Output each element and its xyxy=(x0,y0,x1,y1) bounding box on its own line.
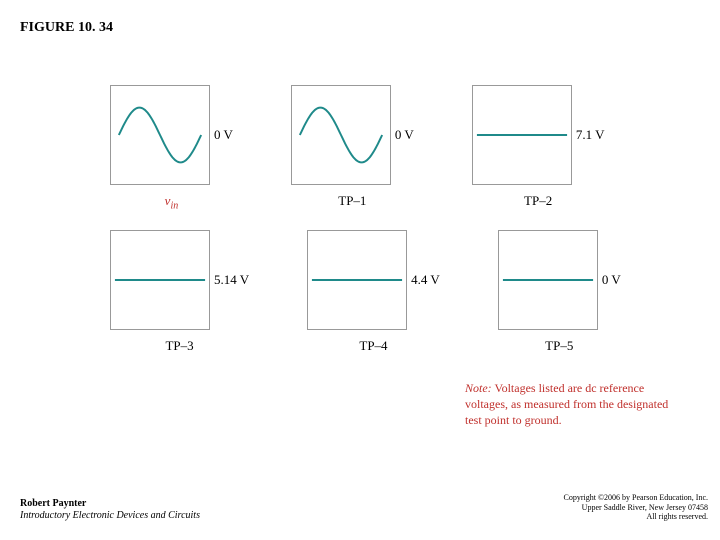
caption-vin: vin xyxy=(165,193,179,212)
voltage-label-tp1: 0 V xyxy=(395,127,414,143)
scope-box-tp1 xyxy=(291,85,391,185)
voltage-label-tp4: 4.4 V xyxy=(411,272,440,288)
scope-box-tp3 xyxy=(110,230,210,330)
scope-box-tp4 xyxy=(307,230,407,330)
caption-tp5: TP–5 xyxy=(545,338,573,354)
scope-wrap-tp3: 5.14 V xyxy=(110,230,249,330)
note-block: Note: Voltages listed are dc reference v… xyxy=(465,380,685,429)
caption-tp1: TP–1 xyxy=(338,193,366,209)
scope-box-tp5 xyxy=(498,230,598,330)
footer-book: Introductory Electronic Devices and Circ… xyxy=(20,510,200,522)
footer-left: Robert Paynter Introductory Electronic D… xyxy=(20,498,200,522)
caption-tp4: TP–4 xyxy=(359,338,387,354)
waveform-tp1 xyxy=(300,108,382,163)
panel-tp5: 0 V TP–5 xyxy=(498,230,621,354)
footer-author: Robert Paynter xyxy=(20,498,200,510)
panel-row-0: 0 V vin 0 V TP–1 7.1 V TP–2 xyxy=(110,85,670,212)
caption-tp3: TP–3 xyxy=(165,338,193,354)
footer-right: Copyright ©2006 by Pearson Education, In… xyxy=(564,493,709,522)
panel-grid: 0 V vin 0 V TP–1 7.1 V TP–2 5.14 V TP–3 4.4 V TP… xyxy=(110,85,670,372)
waveform-vin xyxy=(119,108,201,163)
footer-copyright: Copyright ©2006 by Pearson Education, In… xyxy=(564,493,709,503)
panel-row-1: 5.14 V TP–3 4.4 V TP–4 0 V TP–5 xyxy=(110,230,670,354)
scope-box-vin xyxy=(110,85,210,185)
footer-address: Upper Saddle River, New Jersey 07458 xyxy=(564,503,709,513)
scope-box-tp2 xyxy=(472,85,572,185)
scope-wrap-vin: 0 V xyxy=(110,85,233,185)
voltage-label-tp5: 0 V xyxy=(602,272,621,288)
figure-title: FIGURE 10. 34 xyxy=(20,20,113,36)
voltage-label-tp2: 7.1 V xyxy=(576,127,605,143)
scope-wrap-tp4: 4.4 V xyxy=(307,230,440,330)
panel-tp1: 0 V TP–1 xyxy=(291,85,414,212)
footer-rights: All rights reserved. xyxy=(564,512,709,522)
scope-wrap-tp2: 7.1 V xyxy=(472,85,605,185)
scope-wrap-tp5: 0 V xyxy=(498,230,621,330)
scope-wrap-tp1: 0 V xyxy=(291,85,414,185)
panel-tp2: 7.1 V TP–2 xyxy=(472,85,605,212)
panel-tp4: 4.4 V TP–4 xyxy=(307,230,440,354)
note-text: Voltages listed are dc reference voltage… xyxy=(465,381,668,427)
panel-vin: 0 V vin xyxy=(110,85,233,212)
voltage-label-tp3: 5.14 V xyxy=(214,272,249,288)
panel-tp3: 5.14 V TP–3 xyxy=(110,230,249,354)
caption-tp2: TP–2 xyxy=(524,193,552,209)
voltage-label-vin: 0 V xyxy=(214,127,233,143)
note-label: Note: xyxy=(465,381,492,395)
